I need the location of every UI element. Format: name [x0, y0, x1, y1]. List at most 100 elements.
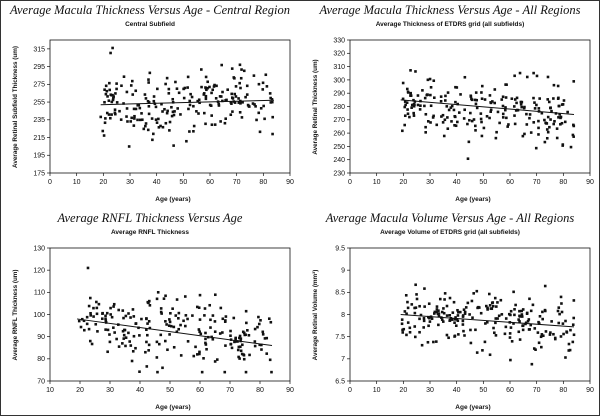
data-point	[104, 117, 107, 120]
x-tick-label: 80	[559, 179, 567, 186]
plot-area	[349, 39, 591, 174]
x-tick-label: 80	[256, 387, 264, 394]
data-point	[210, 91, 213, 95]
data-point	[251, 102, 255, 105]
data-point	[469, 95, 473, 98]
data-point	[239, 337, 243, 340]
data-point	[109, 116, 112, 120]
chart-title: Average Macula Thickness Versus Age - Al…	[319, 3, 581, 17]
data-point	[140, 317, 143, 321]
data-point	[229, 334, 232, 338]
data-point	[453, 321, 456, 324]
data-point	[549, 106, 552, 110]
data-point	[221, 331, 224, 334]
data-point	[138, 118, 142, 122]
data-point	[520, 100, 524, 104]
data-point	[541, 317, 544, 321]
data-point	[557, 116, 560, 119]
data-point	[223, 121, 227, 125]
data-point	[242, 357, 246, 361]
data-point	[121, 309, 125, 312]
data-point	[466, 157, 470, 161]
data-point	[120, 84, 123, 88]
data-point	[518, 309, 521, 313]
data-point	[204, 122, 207, 126]
data-point	[104, 317, 107, 321]
data-point	[203, 314, 206, 317]
data-point	[129, 84, 133, 87]
data-point	[127, 145, 131, 148]
data-point	[401, 97, 405, 101]
data-point	[186, 86, 189, 89]
data-point	[163, 107, 166, 111]
data-point	[95, 300, 98, 304]
data-point	[529, 131, 533, 134]
data-point	[464, 306, 468, 309]
data-point	[448, 319, 451, 322]
data-point	[258, 130, 262, 134]
data-point	[240, 116, 244, 119]
data-point	[544, 330, 548, 333]
data-point	[173, 110, 176, 113]
data-point	[418, 330, 421, 334]
data-point	[147, 320, 151, 323]
data-point	[484, 304, 488, 308]
data-point	[453, 317, 457, 321]
data-point	[537, 322, 541, 325]
data-point	[230, 67, 234, 70]
data-point	[267, 317, 271, 320]
data-point	[239, 345, 242, 349]
data-point	[400, 322, 404, 326]
data-point	[194, 345, 197, 349]
data-point	[552, 332, 555, 336]
data-point	[238, 336, 241, 340]
data-point	[167, 92, 171, 95]
data-point	[209, 326, 212, 329]
data-point	[238, 334, 242, 338]
data-point	[112, 302, 116, 306]
data-point	[233, 101, 237, 104]
data-point	[549, 331, 552, 334]
x-tick-label: 40	[453, 387, 461, 394]
data-point	[105, 311, 109, 315]
data-point	[244, 95, 247, 99]
data-point	[496, 317, 499, 320]
y-tick-label: 255	[33, 99, 45, 106]
data-point	[433, 96, 436, 100]
data-point	[543, 284, 547, 288]
data-point	[405, 333, 408, 337]
data-point	[86, 266, 90, 270]
data-point	[556, 84, 560, 88]
x-tick-label: 10	[373, 179, 381, 186]
data-point	[122, 102, 125, 105]
data-point	[168, 129, 171, 132]
data-point	[423, 104, 426, 108]
x-tick-label: 70	[233, 179, 241, 186]
data-point	[510, 340, 514, 343]
chart-panel-rnfl-thickness: Average RNFL Thickness Versus Age Averag…	[0, 208, 300, 416]
data-point	[543, 140, 547, 144]
data-point	[557, 321, 561, 325]
y-tick-label: 240	[333, 157, 345, 164]
data-point	[101, 312, 104, 315]
data-point	[186, 75, 190, 79]
data-point	[433, 310, 437, 314]
data-point	[572, 124, 576, 128]
data-point	[527, 318, 531, 321]
data-point	[474, 102, 478, 106]
data-point	[164, 82, 167, 86]
data-point	[89, 311, 92, 315]
data-point	[406, 321, 410, 324]
data-point	[509, 326, 513, 329]
data-point	[77, 319, 81, 323]
data-point	[100, 317, 104, 321]
data-point	[185, 139, 188, 143]
data-point	[459, 93, 462, 96]
data-point	[147, 343, 151, 347]
data-point	[172, 144, 175, 147]
data-point	[253, 344, 257, 348]
data-point	[410, 103, 414, 107]
data-point	[131, 93, 135, 96]
data-point	[485, 114, 489, 118]
data-point	[114, 92, 117, 95]
